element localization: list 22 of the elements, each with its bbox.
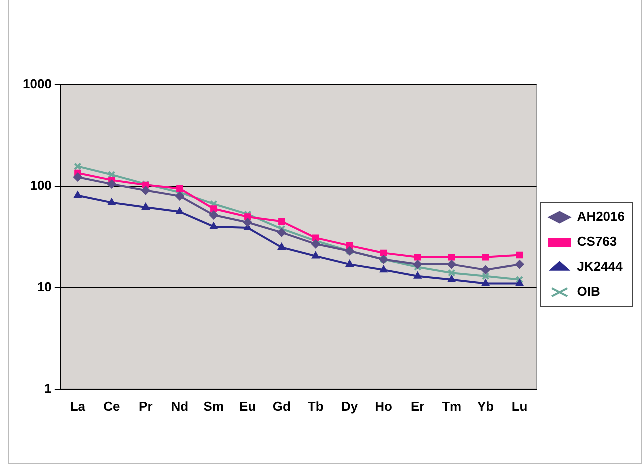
x-tick-label: Gd (272, 398, 291, 414)
y-tick-label: 1 (44, 380, 52, 396)
y-tick-label: 10 (37, 280, 52, 295)
legend-label: JK2444 (577, 259, 624, 274)
x-tick-label: Sm (204, 398, 224, 414)
legend-label: AH2016 (577, 209, 626, 224)
y-tick-label: 100 (30, 178, 52, 194)
x-tick-label: Pr (139, 398, 153, 414)
x-tick-label: Eu (240, 398, 256, 414)
x-tick-label: Nd (171, 398, 189, 414)
x-tick-label: Er (410, 398, 425, 414)
x-tick-label: Yb (478, 398, 494, 414)
x-tick-label: Tm (442, 398, 462, 414)
x-tick-label: Lu (512, 398, 528, 414)
x-tick-label: La (70, 398, 86, 414)
x-tick-label: Ce (104, 398, 120, 414)
x-tick-label: Dy (342, 398, 359, 414)
x-tick-label: Ho (375, 398, 393, 414)
legend-label: OIB (577, 284, 600, 300)
x-tick-label: Tb (308, 398, 324, 414)
legend-label: CS763 (577, 234, 618, 250)
y-tick-label: 1000 (23, 76, 52, 92)
